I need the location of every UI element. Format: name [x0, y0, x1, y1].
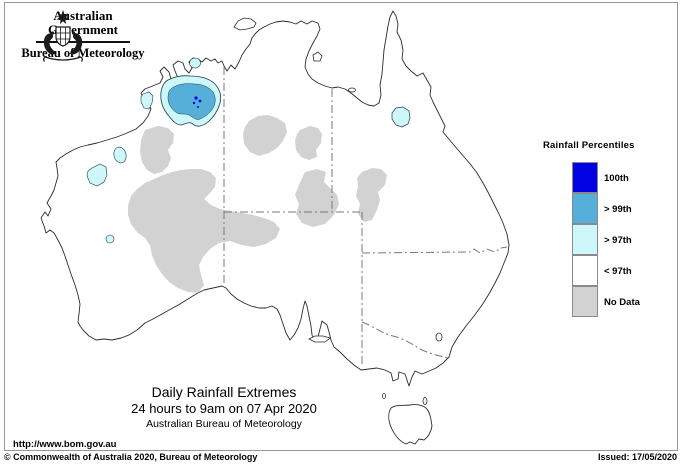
logo-divider	[36, 41, 130, 43]
no-data-region	[356, 168, 387, 222]
state-border-qld-nsw	[361, 246, 508, 254]
region-gt97-qld-oval	[391, 106, 411, 128]
bom-url-text: http://www.bom.gov.au	[13, 439, 117, 450]
no-data-region	[140, 126, 174, 174]
crest-scroll-icon	[44, 56, 82, 61]
legend-label: < 97th	[604, 266, 632, 277]
copyright-text: © Commonwealth of Australia 2020, Bureau…	[4, 452, 258, 462]
legend-label: 100th	[604, 173, 629, 184]
map-subtitle-agency: Australian Bureau of Meteorology	[146, 418, 302, 430]
no-data-region	[243, 115, 287, 156]
region-gt97-north-kimberley	[189, 57, 201, 69]
king-island	[382, 393, 386, 399]
act-outline	[435, 332, 443, 342]
coat-of-arms-logo	[42, 10, 84, 62]
legend-label: > 97th	[604, 235, 632, 246]
kangaroo-island	[308, 335, 331, 343]
groote-island	[312, 51, 323, 62]
legend-swatch-lt97	[572, 255, 598, 286]
crest-kangaroo-icon	[43, 33, 57, 55]
flinders-island	[422, 397, 428, 405]
crest-shield-icon	[55, 26, 71, 47]
islands	[233, 17, 443, 445]
map-subtitle-period: 24 hours to 9am on 07 Apr 2020	[131, 401, 317, 416]
region-gt97-pilbara-oval	[113, 146, 127, 164]
no-data-region	[128, 169, 280, 293]
percentile-regions	[86, 57, 411, 244]
region-gt97-westcoast-dot	[105, 234, 115, 244]
melville-island	[233, 17, 257, 31]
region-100th-specks	[192, 96, 202, 108]
legend-swatch-100th	[572, 162, 598, 193]
no-data-region	[295, 126, 322, 160]
bom-logo-block: Australian Government Bureau of Meteorol…	[18, 9, 148, 62]
region-gt97-dampier-coast	[140, 91, 154, 110]
crest-star-icon	[56, 10, 70, 24]
legend-label: > 99th	[604, 204, 632, 215]
legend-label: No Data	[604, 297, 640, 308]
region-gt97-pilbara-blob	[86, 163, 108, 187]
state-borders	[223, 67, 508, 366]
australia-coastline	[40, 10, 510, 387]
map-title: Daily Rainfall Extremes	[151, 384, 297, 400]
map-frame-border	[4, 2, 678, 451]
crest-emu-icon	[69, 33, 83, 55]
issued-date-text: Issued: 17/05/2020	[597, 452, 677, 462]
state-border-nsw-vic	[361, 321, 450, 359]
legend-swatch-nodata	[572, 286, 598, 317]
legend-swatch-gt99	[572, 193, 598, 224]
gulf-island	[348, 87, 356, 93]
tasmania-coastline	[388, 404, 433, 445]
region-gt99-kimberley	[167, 83, 216, 120]
legend-title: Rainfall Percentiles	[543, 140, 635, 151]
map-title-block: Daily Rainfall Extremes 24 hours to 9am …	[99, 384, 349, 431]
legend-swatch-gt97	[572, 224, 598, 255]
